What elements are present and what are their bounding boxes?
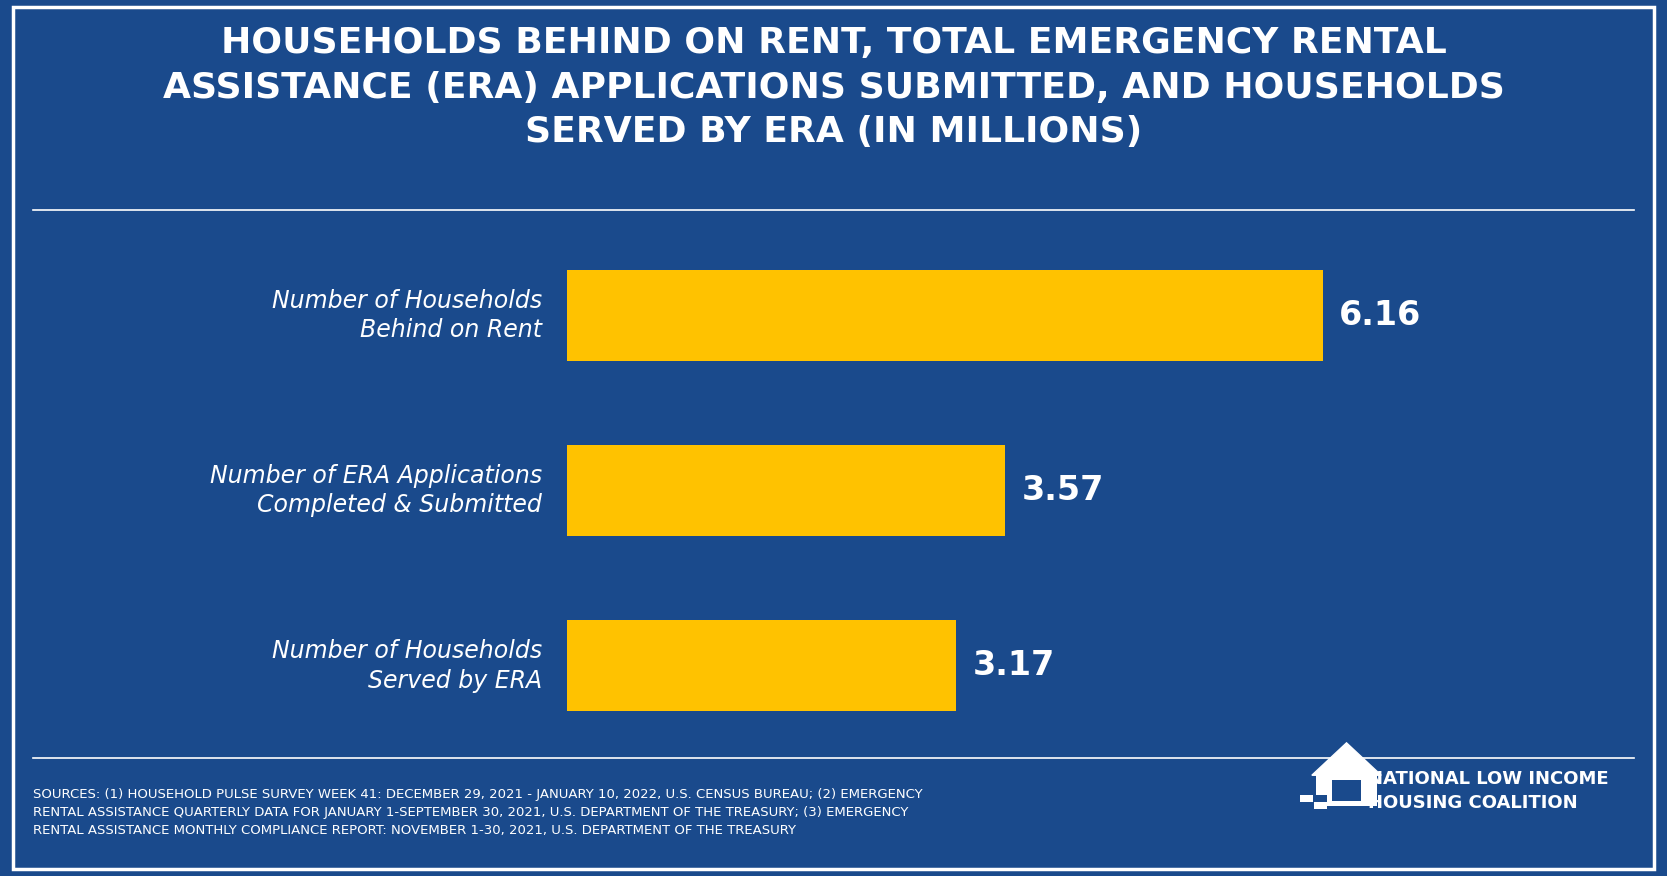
Text: 6.16: 6.16 xyxy=(1339,299,1422,332)
Text: SOURCES: (1) HOUSEHOLD PULSE SURVEY WEEK 41: DECEMBER 29, 2021 - JANUARY 10, 202: SOURCES: (1) HOUSEHOLD PULSE SURVEY WEEK… xyxy=(33,788,924,837)
FancyBboxPatch shape xyxy=(567,270,1322,361)
FancyBboxPatch shape xyxy=(1314,802,1327,809)
Text: HOUSEHOLDS BEHIND ON RENT, TOTAL EMERGENCY RENTAL
ASSISTANCE (ERA) APPLICATIONS : HOUSEHOLDS BEHIND ON RENT, TOTAL EMERGEN… xyxy=(163,25,1504,150)
Text: Number of Households
Served by ERA: Number of Households Served by ERA xyxy=(272,639,542,693)
Text: 3.57: 3.57 xyxy=(1022,474,1104,507)
FancyBboxPatch shape xyxy=(1332,780,1360,801)
FancyBboxPatch shape xyxy=(1300,795,1312,802)
FancyBboxPatch shape xyxy=(1300,802,1312,809)
Polygon shape xyxy=(1312,743,1382,775)
Text: Number of ERA Applications
Completed & Submitted: Number of ERA Applications Completed & S… xyxy=(210,463,542,518)
FancyBboxPatch shape xyxy=(1314,795,1327,802)
Text: Number of Households
Behind on Rent: Number of Households Behind on Rent xyxy=(272,288,542,343)
FancyBboxPatch shape xyxy=(567,445,1005,536)
Text: 3.17: 3.17 xyxy=(972,649,1055,682)
FancyBboxPatch shape xyxy=(1317,774,1377,806)
Text: NATIONAL LOW INCOME
HOUSING COALITION: NATIONAL LOW INCOME HOUSING COALITION xyxy=(1369,770,1609,812)
FancyBboxPatch shape xyxy=(567,620,955,711)
